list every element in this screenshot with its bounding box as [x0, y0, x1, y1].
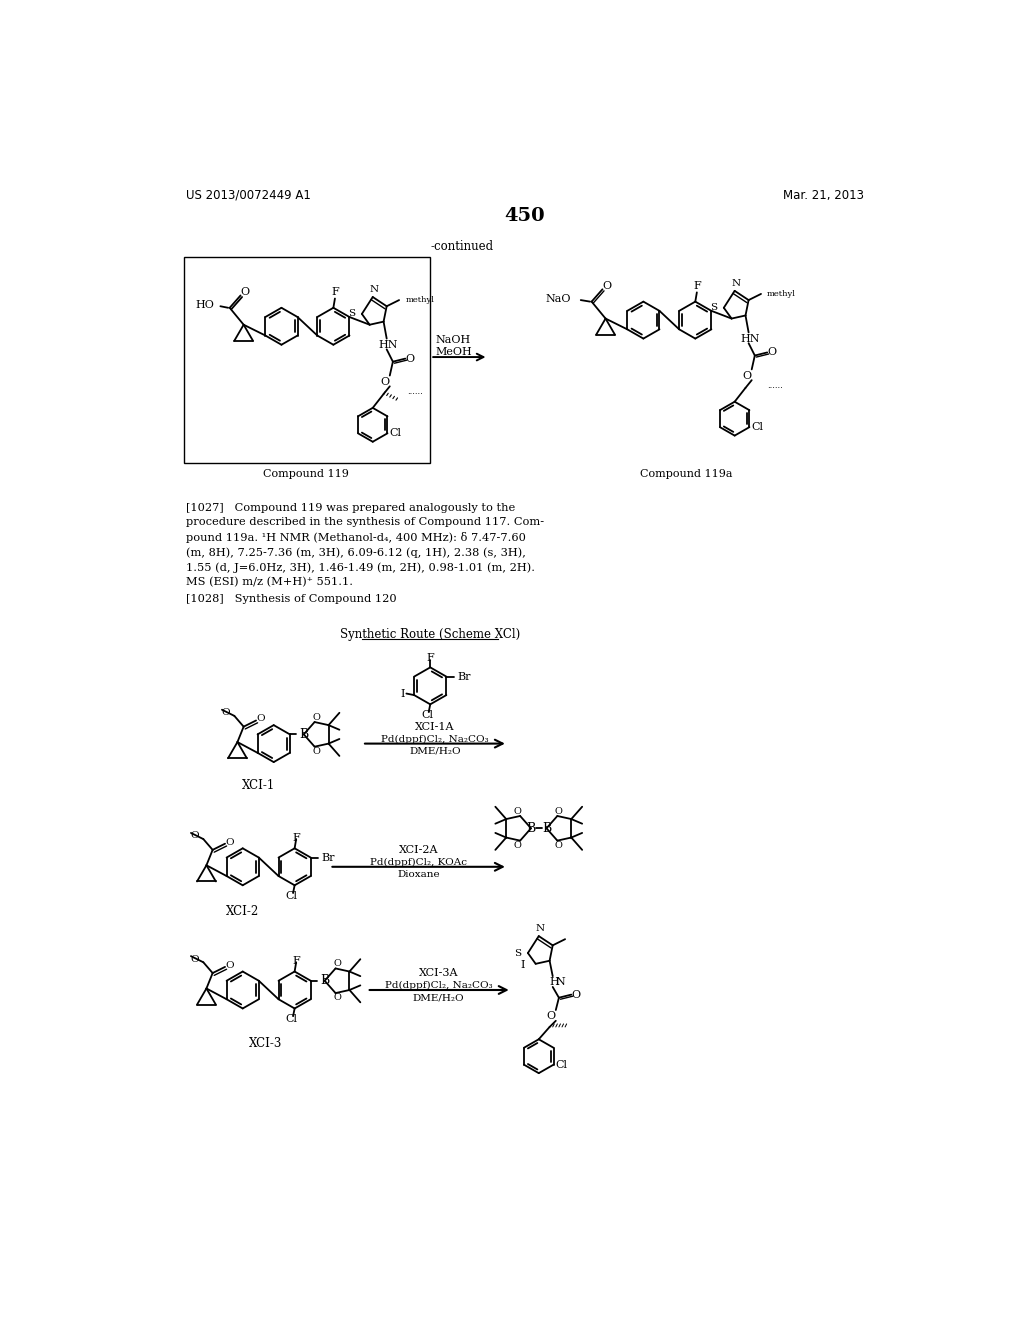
Text: HN: HN: [740, 334, 760, 343]
Text: B: B: [526, 822, 536, 834]
Text: S: S: [348, 309, 355, 318]
Text: O: O: [225, 838, 234, 846]
Text: Cl: Cl: [752, 422, 763, 432]
Text: Cl: Cl: [421, 710, 433, 721]
Text: H: H: [549, 977, 559, 987]
Text: -continued: -continued: [430, 240, 494, 253]
Text: S: S: [711, 304, 718, 313]
Text: O: O: [241, 288, 250, 297]
Text: DME/H₂O: DME/H₂O: [409, 747, 461, 756]
Text: O: O: [513, 807, 521, 816]
Text: F: F: [331, 288, 339, 297]
Text: Mar. 21, 2013: Mar. 21, 2013: [783, 189, 864, 202]
Text: O: O: [225, 961, 234, 970]
Text: ......: ......: [407, 388, 423, 396]
Text: [1028]   Synthesis of Compound 120: [1028] Synthesis of Compound 120: [186, 594, 396, 605]
Text: O: O: [555, 841, 563, 850]
Text: B: B: [542, 822, 551, 834]
Text: N: N: [731, 279, 740, 288]
Text: Pd(dppf)Cl₂, Na₂CO₃: Pd(dppf)Cl₂, Na₂CO₃: [385, 981, 493, 990]
Text: methyl: methyl: [406, 296, 434, 304]
Text: HO: HO: [196, 300, 214, 310]
Text: N: N: [556, 977, 565, 987]
Text: Compound 119a: Compound 119a: [640, 469, 732, 479]
Text: O: O: [555, 807, 563, 816]
Text: I: I: [400, 689, 404, 698]
Text: O: O: [333, 960, 341, 969]
Text: XCI-3A: XCI-3A: [419, 968, 459, 978]
Text: B: B: [321, 974, 330, 987]
Text: O: O: [312, 747, 321, 756]
Text: F: F: [292, 833, 300, 842]
Text: Synthetic Route (Scheme XCl): Synthetic Route (Scheme XCl): [340, 628, 520, 642]
Text: Cl: Cl: [286, 1014, 298, 1024]
Text: O: O: [256, 714, 265, 723]
Text: O: O: [571, 990, 581, 999]
Text: O: O: [312, 713, 321, 722]
Text: I: I: [520, 961, 524, 970]
Text: XCI-2A: XCI-2A: [399, 845, 438, 855]
Text: Cl: Cl: [286, 891, 298, 902]
Text: Br: Br: [457, 672, 471, 681]
Text: XCI-1: XCI-1: [242, 779, 274, 792]
Text: Pd(dppf)Cl₂, Na₂CO₃: Pd(dppf)Cl₂, Na₂CO₃: [381, 734, 488, 743]
Text: MeOH: MeOH: [435, 347, 472, 358]
Text: XCI-2: XCI-2: [226, 906, 259, 917]
Text: F: F: [426, 653, 434, 663]
Text: Dioxane: Dioxane: [397, 870, 440, 879]
Text: S: S: [515, 949, 521, 957]
Text: N: N: [370, 285, 379, 294]
Text: ......: ......: [767, 383, 783, 391]
Text: Pd(dppf)Cl₂, KOAc: Pd(dppf)Cl₂, KOAc: [370, 858, 467, 867]
Text: O: O: [190, 954, 199, 964]
Text: O: O: [381, 376, 390, 387]
Text: O: O: [513, 841, 521, 850]
Text: HN: HN: [379, 339, 398, 350]
Text: DME/H₂O: DME/H₂O: [413, 993, 465, 1002]
Text: B: B: [299, 727, 308, 741]
Text: O: O: [221, 709, 229, 717]
Text: 450: 450: [505, 207, 545, 226]
Text: XCI-1A: XCI-1A: [415, 722, 455, 731]
Text: O: O: [602, 281, 611, 292]
Text: O: O: [190, 832, 199, 841]
Bar: [183, 257, 430, 463]
Text: O: O: [406, 354, 415, 363]
Text: NaOH: NaOH: [436, 335, 471, 345]
Text: O: O: [742, 371, 752, 380]
Text: NaO: NaO: [546, 293, 571, 304]
Text: Br: Br: [322, 853, 335, 862]
Text: N: N: [536, 924, 545, 933]
Text: methyl: methyl: [767, 290, 797, 298]
Text: [1027]   Compound 119 was prepared analogously to the
procedure described in the: [1027] Compound 119 was prepared analogo…: [186, 503, 544, 587]
Text: F: F: [292, 956, 300, 966]
Text: O: O: [547, 1011, 556, 1022]
Text: O: O: [333, 993, 341, 1002]
Text: O: O: [767, 347, 776, 358]
Text: Cl: Cl: [389, 428, 401, 438]
Text: XCI-3: XCI-3: [249, 1038, 283, 1051]
Text: Compound 119: Compound 119: [263, 469, 349, 479]
Text: US 2013/0072449 A1: US 2013/0072449 A1: [186, 189, 311, 202]
Text: F: F: [693, 281, 700, 292]
Text: Cl: Cl: [555, 1060, 567, 1069]
